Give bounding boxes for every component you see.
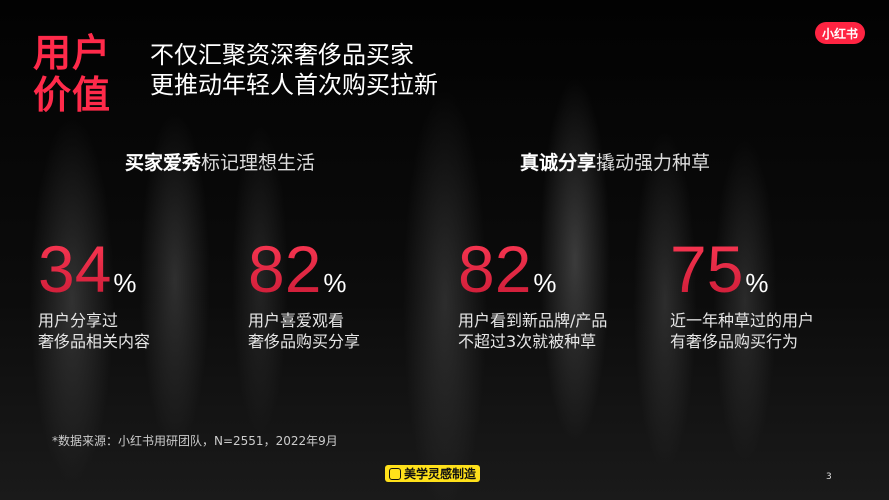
stat-value: 75 (670, 232, 744, 306)
section-heading-buyers: 买家爱秀标记理想生活 (125, 148, 315, 175)
badge-icon (389, 467, 401, 480)
subtitle-line-2: 更推动年轻人首次购买拉新 (150, 71, 438, 99)
page-title: 用户 价值 (33, 32, 111, 116)
section-heading-bold: 买家爱秀 (125, 152, 202, 174)
stat-caption: 用户喜爱观看 (248, 311, 345, 330)
stat-value: 34 (38, 232, 112, 306)
stat-unit: % (745, 268, 769, 298)
stat-caption: 奢侈品相关内容 (38, 332, 151, 351)
title-line-1: 用户 (33, 30, 112, 75)
data-source-footnote: *数据来源：小红书用研团队，N=2551，2022年9月 (52, 434, 338, 448)
stat-item: 75% 近一年种草过的用户 有奢侈品购买行为 (670, 236, 814, 352)
stat-caption: 用户分享过 (38, 311, 119, 330)
page-subtitle: 不仅汇聚资深奢侈品买家 更推动年轻人首次购买拉新 (150, 40, 438, 100)
stat-caption: 有奢侈品购买行为 (670, 332, 799, 351)
stat-caption: 近一年种草过的用户 (670, 311, 815, 330)
xiaohongshu-logo: 小红书 (815, 22, 865, 44)
stat-unit: % (323, 268, 347, 298)
section-heading-rest: 撬动强力种草 (596, 152, 711, 174)
stat-unit: % (533, 268, 557, 298)
stat-item: 82% 用户喜爱观看 奢侈品购买分享 (248, 236, 360, 352)
title-line-2: 价值 (33, 72, 112, 117)
section-heading-bold: 真诚分享 (520, 152, 597, 174)
section-heading-rest: 标记理想生活 (201, 152, 316, 174)
page-number: 3 (826, 472, 832, 482)
section-heading-sharing: 真诚分享撬动强力种草 (520, 148, 710, 175)
stat-caption: 用户看到新品牌/产品 (458, 311, 608, 330)
stat-value: 82 (248, 232, 322, 306)
badge-label: 美学灵感制造 (404, 467, 477, 481)
stat-caption: 奢侈品购买分享 (248, 332, 361, 351)
stat-value: 82 (458, 232, 532, 306)
stat-item: 82% 用户看到新品牌/产品 不超过3次就被种草 (458, 236, 607, 352)
stat-item: 34% 用户分享过 奢侈品相关内容 (38, 236, 150, 352)
aesthetic-badge: 美学灵感制造 (385, 465, 481, 482)
subtitle-line-1: 不仅汇聚资深奢侈品买家 (150, 41, 414, 69)
stat-unit: % (113, 268, 137, 298)
stat-caption: 不超过3次就被种草 (458, 332, 597, 351)
